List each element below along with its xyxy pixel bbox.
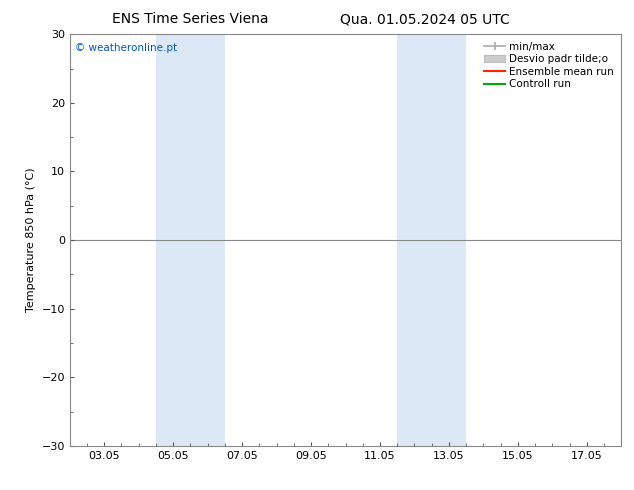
Bar	[398, 34, 466, 446]
Bar	[156, 34, 225, 446]
Text: Qua. 01.05.2024 05 UTC: Qua. 01.05.2024 05 UTC	[340, 12, 510, 26]
Y-axis label: Temperature 850 hPa (°C): Temperature 850 hPa (°C)	[26, 168, 36, 313]
Text: © weatheronline.pt: © weatheronline.pt	[75, 43, 178, 52]
Text: ENS Time Series Viena: ENS Time Series Viena	[112, 12, 268, 26]
Legend: min/max, Desvio padr tilde;o, Ensemble mean run, Controll run: min/max, Desvio padr tilde;o, Ensemble m…	[482, 40, 616, 92]
